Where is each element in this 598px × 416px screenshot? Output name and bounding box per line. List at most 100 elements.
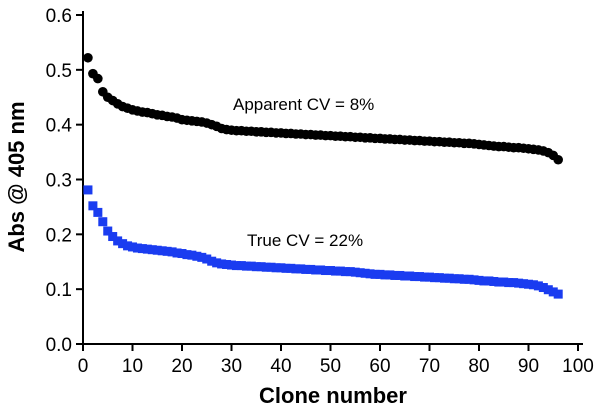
data-point-square — [207, 256, 217, 266]
data-point-square — [108, 232, 118, 242]
data-point-square — [128, 242, 137, 252]
data-point-square — [231, 261, 241, 271]
data-point-square — [350, 267, 360, 277]
data-point-square — [217, 259, 227, 269]
data-point-circle — [93, 73, 103, 84]
y-tick-label: 0.3 — [46, 171, 72, 192]
annotation-apparent-cv: Apparent CV = 8% — [233, 95, 374, 114]
data-point-square — [484, 276, 494, 286]
data-point-square — [519, 279, 529, 289]
data-point-square — [123, 241, 133, 251]
data-point-square — [553, 289, 563, 299]
data-point-square — [142, 244, 152, 254]
data-point-square — [172, 248, 182, 258]
data-point-square — [137, 244, 147, 254]
y-tick-label: 0.1 — [46, 280, 72, 301]
data-point-square — [261, 262, 271, 272]
data-point-square — [429, 273, 439, 283]
data-point-square — [93, 207, 103, 217]
data-point-square — [479, 276, 489, 286]
data-point-square — [449, 274, 459, 284]
data-point-square — [311, 265, 321, 275]
data-point-square — [301, 264, 311, 274]
data-point-square — [405, 271, 415, 281]
x-tick-label: 90 — [518, 356, 539, 377]
x-axis-title: Clone number — [259, 383, 407, 408]
data-point-square — [410, 272, 420, 282]
data-point-square — [375, 269, 385, 279]
data-point-square — [222, 259, 232, 269]
data-point-square — [335, 266, 345, 276]
x-tick-label: 0 — [78, 356, 89, 377]
data-point-square — [434, 273, 444, 283]
data-point-square — [415, 272, 425, 282]
data-point-square — [370, 269, 380, 279]
data-point-square — [509, 278, 519, 288]
data-point-square — [281, 263, 291, 273]
data-point-square — [167, 247, 177, 257]
data-point-square — [236, 261, 246, 271]
data-point-square — [197, 252, 207, 262]
data-point-square — [266, 262, 276, 272]
data-point-square — [192, 251, 202, 261]
data-point-square — [296, 264, 306, 274]
x-tick-label: 70 — [419, 356, 440, 377]
data-point-square — [444, 273, 454, 283]
data-point-square — [251, 262, 261, 272]
data-point-square — [365, 269, 375, 279]
data-point-square — [469, 275, 479, 285]
data-point-square — [514, 278, 524, 288]
y-axis-title: Abs @ 405 nm — [4, 101, 29, 252]
x-tick-label: 50 — [320, 356, 341, 377]
data-point-square — [83, 185, 93, 195]
data-point-square — [291, 264, 301, 274]
data-point-square — [227, 260, 236, 270]
data-point-square — [528, 280, 538, 290]
data-point-square — [494, 277, 504, 287]
data-point-square — [326, 266, 335, 276]
data-point-square — [162, 246, 172, 256]
data-point-square — [459, 274, 469, 284]
data-point-square — [425, 272, 434, 282]
data-point-square — [543, 285, 553, 295]
data-point-square — [177, 249, 187, 259]
data-point-square — [321, 266, 331, 276]
data-point-square — [420, 272, 430, 282]
data-point-square — [385, 270, 395, 280]
x-tick-label: 100 — [562, 356, 594, 377]
data-point-square — [212, 258, 222, 268]
y-tick-label: 0.2 — [46, 225, 72, 246]
data-point-square — [202, 254, 212, 264]
annotation-true-cv: True CV = 22% — [247, 231, 363, 250]
data-point-square — [474, 275, 484, 285]
data-point-square — [286, 263, 296, 273]
axes — [82, 11, 583, 345]
series-apparent — [83, 52, 563, 165]
data-point-square — [355, 268, 365, 278]
x-tick-label: 10 — [122, 356, 143, 377]
data-point-square — [157, 246, 167, 256]
data-point-square — [340, 267, 350, 277]
y-tick-label: 0.0 — [46, 335, 72, 356]
x-ticks: 0 10 20 30 40 50 60 70 80 90 100 — [78, 344, 594, 377]
y-tick-label: 0.6 — [46, 6, 72, 27]
x-tick-label: 30 — [221, 356, 242, 377]
data-point-square — [499, 277, 509, 287]
data-point-square — [271, 263, 281, 273]
data-point-square — [132, 243, 142, 253]
x-tick-label: 20 — [171, 356, 192, 377]
data-point-square — [454, 274, 464, 284]
data-point-square — [390, 270, 400, 280]
data-point-square — [88, 201, 98, 211]
data-point-square — [246, 261, 256, 271]
data-point-square — [380, 270, 390, 280]
data-point-square — [147, 245, 157, 255]
data-point-square — [241, 261, 251, 271]
data-point-square — [98, 217, 108, 227]
data-point-square — [548, 287, 558, 297]
data-point-circle — [553, 154, 563, 165]
data-point-square — [113, 236, 123, 246]
y-tick-label: 0.4 — [46, 116, 73, 137]
data-point-square — [538, 283, 548, 293]
